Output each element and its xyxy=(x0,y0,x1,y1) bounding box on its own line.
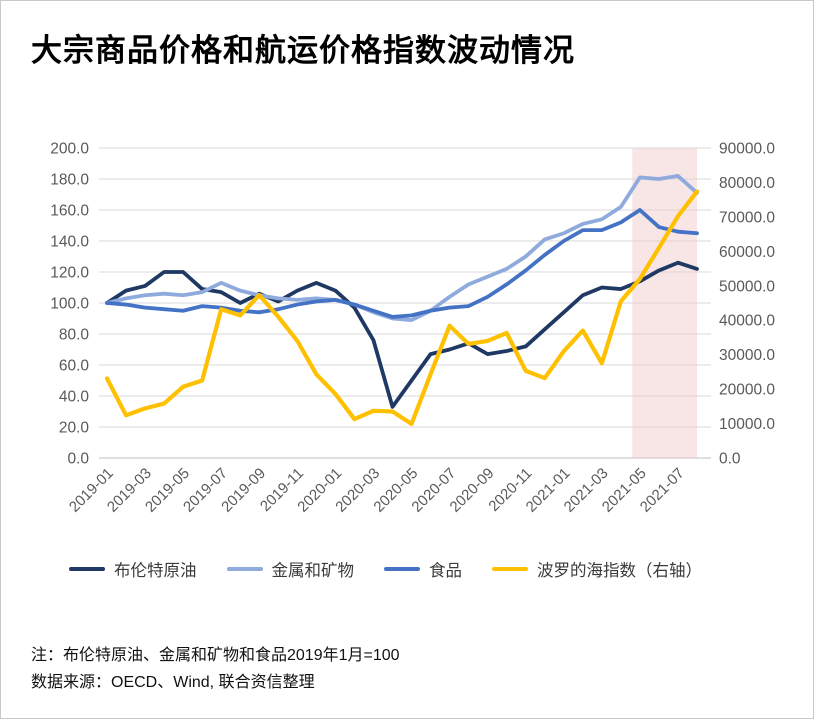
y-axis-left-tick: 80.0 xyxy=(59,327,90,344)
legend-swatch xyxy=(69,567,105,571)
legend-label: 布伦特原油 xyxy=(114,562,197,580)
series-line-食品 xyxy=(105,208,699,319)
chart-canvas: 200.0 180.0 160.0 140.0 120.0 100.0 80.0 60.0 40… xyxy=(50,141,775,516)
y-axis-right-tick: 80000.0 xyxy=(719,175,775,192)
y-axis-left-tick: 40.0 xyxy=(59,389,90,406)
series-line-金属和矿物 xyxy=(105,173,699,322)
legend-item: 波罗的海指数（右轴） xyxy=(492,557,702,581)
y-axis-left-tick: 60.0 xyxy=(59,358,90,375)
y-axis-right-tick: 70000.0 xyxy=(719,209,775,226)
y-axis-left-tick: 140.0 xyxy=(50,234,89,251)
legend-swatch xyxy=(226,567,263,571)
note-line-2: 数据来源：OECD、Wind, 联合资信整理 xyxy=(31,674,315,691)
legend-item: 金属和矿物 xyxy=(226,557,355,581)
y-axis-left-tick: 160.0 xyxy=(50,203,89,220)
y-axis-left-tick: 20.0 xyxy=(59,420,90,437)
y-axis-right-tick: 90000.0 xyxy=(719,141,775,158)
note-line-1: 注：布伦特原油、金属和矿物和食品2019年1月=100 xyxy=(31,647,400,664)
y-axis-left-tick: 120.0 xyxy=(50,265,89,282)
y-axis-right-tick: 40000.0 xyxy=(719,313,775,330)
y-axis-left-tick: 180.0 xyxy=(50,172,89,189)
legend-label: 金属和矿物 xyxy=(271,562,355,580)
y-axis-right-tick: 10000.0 xyxy=(719,416,775,433)
highlight-band-2021 xyxy=(632,148,697,458)
y-axis-right-tick: 30000.0 xyxy=(719,347,775,364)
y-axis-right-tick: 0.0 xyxy=(719,451,741,468)
legend-label: 食品 xyxy=(429,562,462,580)
notes: 注：布伦特原油、金属和矿物和食品2019年1月=100 数据来源：OECD、Wi… xyxy=(31,642,400,696)
legend-item: 食品 xyxy=(384,557,462,581)
y-axis-left-tick: 0.0 xyxy=(67,451,89,468)
y-axis-left-tick: 200.0 xyxy=(50,141,89,158)
y-axis-right-tick: 60000.0 xyxy=(719,244,775,261)
legend-label: 波罗的海指数（右轴） xyxy=(537,562,702,580)
y-axis-right-tick: 50000.0 xyxy=(719,278,775,295)
y-axis-left-tick: 100.0 xyxy=(50,296,89,313)
series-line-波罗的海指数（右轴） xyxy=(104,189,700,426)
chart-title: 大宗商品价格和航运价格指数波动情况 xyxy=(31,33,575,68)
legend-swatch xyxy=(384,567,420,571)
legend-item: 布伦特原油 xyxy=(69,557,197,581)
legend: 布伦特原油 金属和矿物 食品 波罗的海指数（右轴） xyxy=(69,557,702,581)
y-axis-right-tick: 20000.0 xyxy=(719,382,775,399)
legend-swatch xyxy=(492,567,528,571)
